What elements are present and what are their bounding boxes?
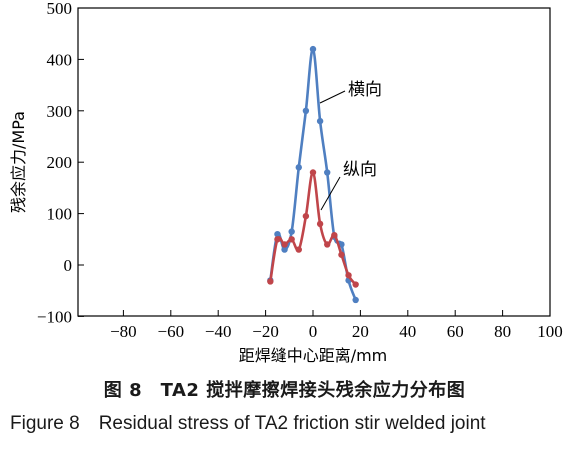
data-point-transverse	[316, 117, 324, 125]
residual-stress-chart: −80 −60 −40 −20 0 20 40 60 80 100 −100 0 100 200 300 40…	[9, 0, 563, 365]
x-tick-label: −40	[205, 322, 232, 341]
data-point-longitudinal	[288, 236, 295, 243]
data-point-transverse	[281, 246, 288, 253]
data-point-longitudinal	[324, 241, 331, 248]
annotation-label-transverse: 横向	[348, 80, 382, 100]
data-point-transverse	[274, 230, 281, 238]
x-tick-label: 20	[352, 322, 369, 341]
data-point-longitudinal	[295, 246, 302, 253]
data-point-longitudinal	[352, 281, 359, 288]
x-tick-label: 0	[309, 322, 318, 341]
y-tick-label: 300	[47, 102, 73, 121]
y-axis-label: 残余应力/MPa	[9, 111, 28, 213]
caption-chinese: 图 8 TA2 搅拌摩擦焊接头残余应力分布图	[103, 380, 466, 401]
x-tick-label: 60	[447, 322, 464, 341]
data-point-transverse	[295, 164, 302, 171]
y-tick-label: 100	[47, 205, 73, 224]
y-tick-label: 400	[47, 50, 73, 69]
data-point-longitudinal	[309, 169, 317, 176]
data-point-longitudinal	[338, 251, 345, 258]
series-line-longitudinal	[269, 171, 357, 286]
data-point-transverse	[302, 107, 310, 115]
x-axis-label: 距焊缝中心距离/mm	[239, 346, 388, 365]
caption-english: Figure 8 Residual stress of TA2 friction…	[10, 413, 486, 434]
data-point-longitudinal	[302, 212, 310, 220]
annotation-leader-longitudinal	[320, 176, 341, 211]
data-point-transverse	[352, 296, 359, 304]
annotation-label-longitudinal: 纵向	[343, 160, 377, 180]
x-tick-label: 40	[399, 322, 416, 341]
data-point-transverse	[288, 228, 295, 235]
x-tick-label: −20	[252, 322, 279, 341]
x-tick-label: 80	[494, 322, 511, 341]
data-point-transverse	[309, 45, 317, 53]
data-point-longitudinal	[345, 272, 352, 279]
y-tick-label: 0	[64, 256, 73, 275]
x-tick-label: −80	[110, 322, 137, 341]
y-tick-label: −100	[37, 307, 72, 326]
y-tick-label: 200	[47, 153, 73, 172]
data-point-longitudinal	[316, 220, 324, 228]
x-tick-label: 100	[537, 322, 563, 341]
data-point-longitudinal	[331, 231, 338, 239]
data-point-longitudinal	[281, 241, 288, 248]
data-point-transverse	[324, 169, 331, 176]
x-tick-label: −60	[158, 322, 185, 341]
data-point-longitudinal	[267, 278, 274, 285]
axis-ticks: −80 −60 −40 −20 0 20 40 60 80 100 −100 0 100 200 300 40…	[37, 0, 563, 341]
y-tick-label: 500	[47, 0, 73, 18]
annotation-leader-transverse	[319, 90, 346, 104]
data-series	[267, 45, 359, 304]
data-point-longitudinal	[274, 236, 281, 243]
